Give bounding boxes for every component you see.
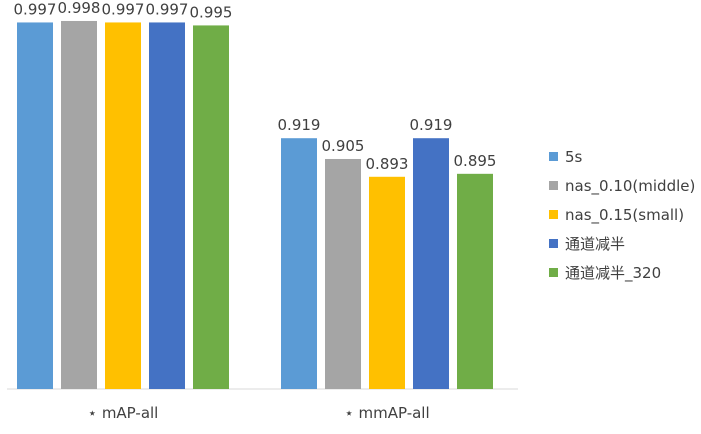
data-label-2-1: 0.919 [278,116,321,134]
data-label-2-2: 0.905 [322,137,365,155]
data-label-1-4: 0.997 [146,0,189,18]
data-label-2-4: 0.919 [410,116,453,134]
legend-label-5: 通道减半_320 [565,264,661,283]
legend-swatch-2 [549,181,558,190]
legend-label-4: 通道减半 [565,235,625,253]
bar-2-3 [369,176,405,389]
data-label-1-1: 0.997 [14,0,57,18]
bar-1-4 [149,22,185,390]
bar-2-4 [413,138,449,389]
legend-label-2: nas_0.10(middle) [565,177,695,196]
data-label-1-3: 0.997 [102,0,145,18]
data-label-2-5: 0.895 [454,152,497,170]
bars-group [17,20,493,390]
bar-2-1 [281,138,317,389]
bar-1-2 [61,20,97,390]
bar-1-3 [105,22,141,390]
category-label-1: ⋆ mAP-all [88,404,159,422]
bar-2-5 [457,173,493,389]
legend-swatch-5 [549,268,558,277]
data-label-1-2: 0.998 [58,0,101,17]
bar-2-2 [325,158,361,389]
legend-swatch-1 [549,152,558,161]
bar-1-1 [17,22,53,390]
category-label-2: ⋆ mmAP-all [344,404,429,422]
category-labels-group: ⋆ mAP-all ⋆ mmAP-all [88,404,430,422]
bar-1-5 [193,25,229,389]
data-label-1-5: 0.995 [190,3,233,21]
legend-label-1: 5s [565,148,583,166]
legend-swatch-4 [549,239,558,248]
data-label-2-3: 0.893 [366,155,409,173]
data-labels-group: 0.997 0.998 0.997 0.997 0.9950.9190.9050.893… [14,0,497,173]
legend-swatch-3 [549,210,558,219]
legend-label-3: nas_0.15(small) [565,206,684,225]
legend: 5s nas_0.10(middle) nas_0.15(small) 通道减半通道减… [549,148,695,283]
